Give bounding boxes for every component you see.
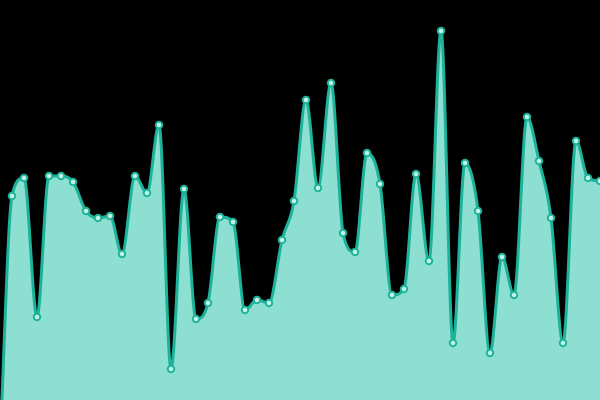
data-point-marker[interactable]	[166, 364, 176, 374]
data-point-marker[interactable]	[179, 184, 189, 194]
data-point-marker[interactable]	[497, 252, 507, 262]
data-point-marker[interactable]	[534, 156, 544, 166]
data-point-marker[interactable]	[375, 179, 385, 189]
data-point-marker[interactable]	[460, 158, 470, 168]
data-point-marker[interactable]	[215, 212, 225, 222]
data-point-marker[interactable]	[117, 249, 127, 259]
data-point-marker[interactable]	[68, 177, 78, 187]
data-point-marker[interactable]	[240, 305, 250, 315]
data-point-marker[interactable]	[350, 247, 360, 257]
data-point-marker[interactable]	[32, 312, 42, 322]
data-point-marker[interactable]	[44, 171, 54, 181]
data-point-marker[interactable]	[509, 290, 519, 300]
data-point-marker[interactable]	[154, 120, 164, 130]
data-point-marker[interactable]	[424, 256, 434, 266]
data-point-marker[interactable]	[326, 78, 336, 88]
data-point-marker[interactable]	[485, 348, 495, 358]
data-point-marker[interactable]	[289, 196, 299, 206]
data-point-marker[interactable]	[522, 112, 532, 122]
data-point-marker[interactable]	[546, 213, 556, 223]
data-point-marker[interactable]	[191, 314, 201, 324]
data-point-marker[interactable]	[338, 228, 348, 238]
data-point-marker[interactable]	[595, 176, 600, 186]
data-point-marker[interactable]	[583, 173, 593, 183]
data-point-marker[interactable]	[362, 148, 372, 158]
data-point-marker[interactable]	[473, 206, 483, 216]
data-point-marker[interactable]	[105, 211, 115, 221]
data-point-marker[interactable]	[142, 188, 152, 198]
data-point-marker[interactable]	[436, 26, 446, 36]
data-point-marker[interactable]	[93, 213, 103, 223]
data-point-marker[interactable]	[277, 235, 287, 245]
data-point-markers	[7, 26, 600, 374]
data-point-marker[interactable]	[203, 298, 213, 308]
data-point-marker[interactable]	[313, 183, 323, 193]
data-point-marker[interactable]	[571, 136, 581, 146]
data-point-marker[interactable]	[399, 284, 409, 294]
data-point-marker[interactable]	[7, 191, 17, 201]
data-point-marker[interactable]	[130, 171, 140, 181]
data-point-marker[interactable]	[252, 295, 262, 305]
data-point-marker[interactable]	[228, 217, 238, 227]
data-point-marker[interactable]	[56, 171, 66, 181]
data-point-marker[interactable]	[264, 298, 274, 308]
data-point-marker[interactable]	[411, 169, 421, 179]
data-point-marker[interactable]	[558, 338, 568, 348]
data-point-marker[interactable]	[19, 173, 29, 183]
data-point-marker[interactable]	[448, 338, 458, 348]
data-point-marker[interactable]	[81, 206, 91, 216]
data-point-marker[interactable]	[301, 95, 311, 105]
data-point-marker[interactable]	[387, 290, 397, 300]
